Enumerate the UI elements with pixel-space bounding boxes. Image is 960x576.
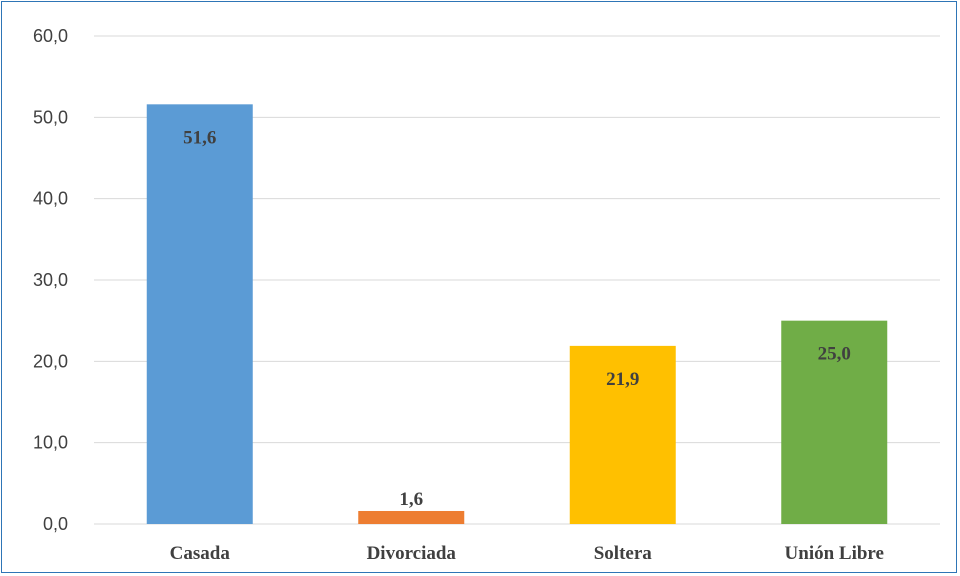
y-tick-label: 30,0 [33, 270, 68, 290]
y-axis-ticks: 0,0 10,0 20,0 30,0 40,0 50,0 60,0 [33, 26, 68, 534]
bar-casada [146, 104, 253, 524]
y-tick-label: 50,0 [33, 107, 68, 127]
bar-unión-libre [781, 320, 888, 524]
bar-soltera [569, 345, 676, 524]
data-label: 21,9 [606, 369, 639, 390]
y-tick-label: 20,0 [33, 351, 68, 371]
x-tick-label: Unión Libre [785, 543, 884, 564]
x-tick-label: Divorciada [367, 543, 457, 564]
bars [146, 104, 888, 524]
y-tick-label: 60,0 [33, 26, 68, 46]
y-tick-label: 10,0 [33, 433, 68, 453]
data-label: 25,0 [818, 344, 851, 365]
x-tick-label: Soltera [594, 543, 653, 564]
data-labels: 51,6 1,6 21,9 25,0 [183, 127, 851, 510]
data-label: 1,6 [399, 489, 423, 510]
data-label: 51,6 [183, 127, 216, 148]
bar-divorciada [358, 510, 465, 524]
y-tick-label: 0,0 [43, 514, 68, 534]
x-tick-label: Casada [170, 543, 231, 564]
x-axis-ticks: Casada Divorciada Soltera Unión Libre [170, 543, 884, 564]
y-tick-label: 40,0 [33, 189, 68, 209]
